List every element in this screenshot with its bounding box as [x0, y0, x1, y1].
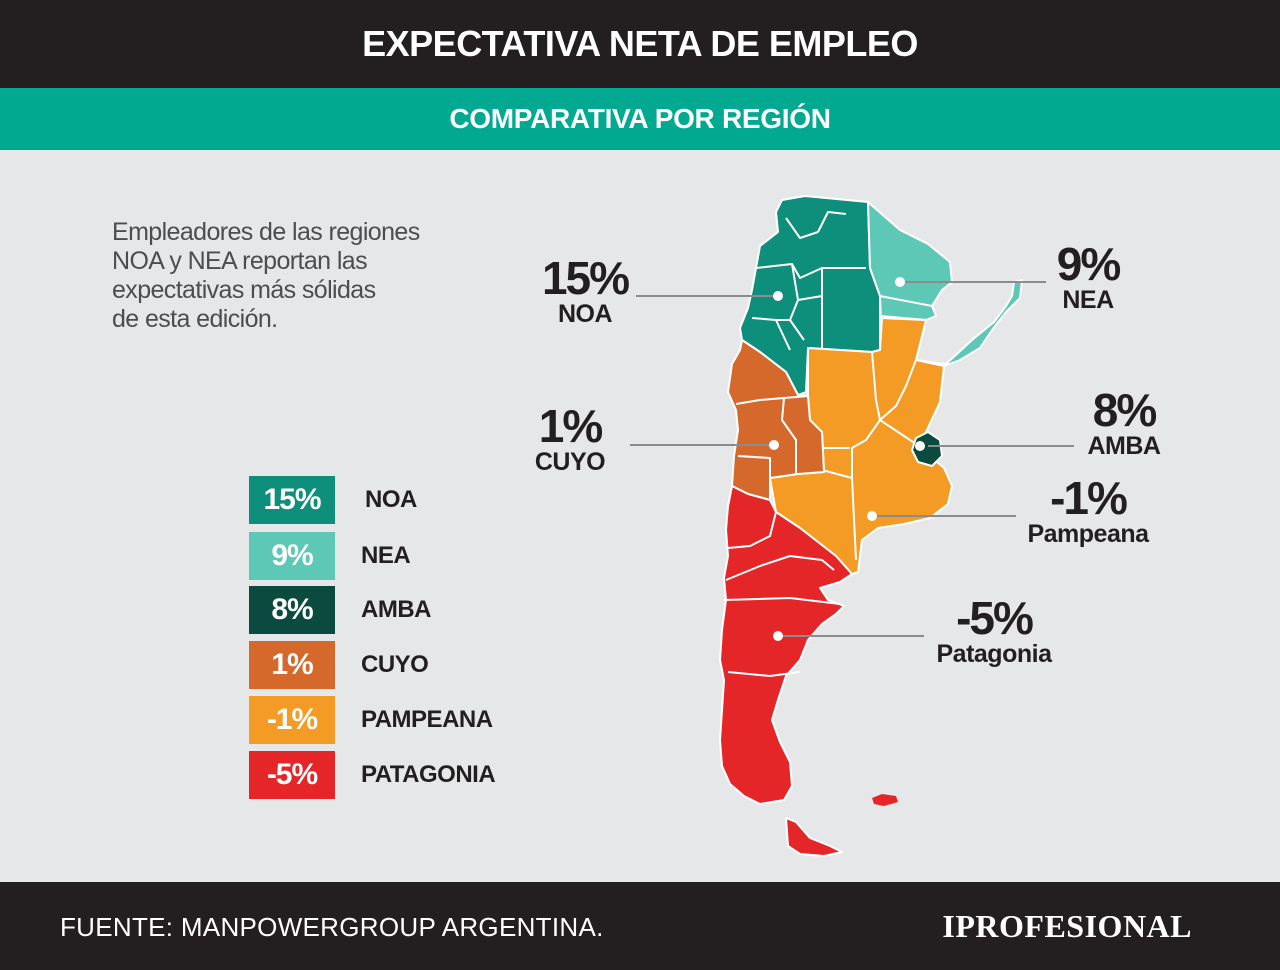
source-note: FUENTE: MANPOWERGROUP ARGENTINA.	[60, 912, 604, 942]
noa-province-lines	[751, 211, 866, 351]
intro-text: Empleadores de las regiones NOA y NEA re…	[112, 218, 442, 334]
patagonia-province-lines	[723, 511, 841, 677]
intro-line: NOA y NEA reportan las	[112, 247, 368, 275]
callout-value: -1%	[1050, 472, 1128, 524]
callout-label: Pampeana	[1027, 520, 1149, 548]
callout-value: 15%	[541, 252, 630, 304]
intro-line: de esta edición.	[112, 305, 278, 333]
callout-value: 8%	[1092, 384, 1157, 436]
legend-label: PAMPEANA	[361, 706, 493, 733]
callout-amba: 8% AMBA	[1078, 384, 1170, 460]
legend-item-pampeana: -1% PAMPEANA	[249, 696, 509, 744]
legend-item-noa: 15% NOA	[249, 476, 509, 524]
region-cuyo	[727, 339, 825, 501]
callout-label: AMBA	[1087, 432, 1162, 460]
legend-label: AMBA	[361, 596, 432, 623]
legend-label: CUYO	[361, 651, 429, 678]
callout-value: 9%	[1056, 238, 1121, 290]
location-dots	[769, 277, 925, 641]
callout-value: -5%	[956, 592, 1034, 644]
legend-swatch: 9%	[249, 532, 335, 580]
legend-item-cuyo: 1% CUYO	[249, 641, 509, 689]
callout-nea: 9% NEA	[1040, 238, 1136, 314]
iprofesional-logo: IPROFESIONAL	[942, 908, 1192, 944]
region-amba	[911, 431, 943, 467]
legend-label: NEA	[361, 542, 411, 569]
legend-item-patagonia: -5% PATAGONIA	[249, 751, 509, 799]
callout-pampeana: -1% Pampeana	[1024, 472, 1152, 548]
argentina-map	[630, 195, 1074, 857]
legend-swatch: -1%	[249, 696, 335, 744]
legend-swatch: -5%	[249, 751, 335, 799]
page-subtitle: COMPARATIVA POR REGIÓN	[449, 103, 831, 134]
callout-noa: 15% NOA	[528, 252, 642, 328]
callout-label: NEA	[1062, 286, 1114, 314]
legend-item-amba: 8% AMBA	[249, 586, 509, 634]
legend-item-nea: 9% NEA	[249, 532, 509, 580]
legend-label: NOA	[365, 486, 417, 513]
legend-swatch: 15%	[249, 476, 335, 524]
page-title: EXPECTATIVA NETA DE EMPLEO	[362, 23, 918, 64]
legend-swatch: 8%	[249, 586, 335, 634]
legend-swatch: 1%	[249, 641, 335, 689]
callout-label: Patagonia	[936, 640, 1052, 668]
leader-lines	[630, 281, 1074, 637]
intro-line: Empleadores de las regiones	[112, 218, 420, 246]
header-bar: EXPECTATIVA NETA DE EMPLEO	[0, 0, 1280, 88]
pampeana-province-lines	[821, 351, 917, 561]
callout-patagonia: -5% Patagonia	[934, 592, 1054, 668]
callout-label: NOA	[557, 300, 613, 328]
cuyo-province-lines	[735, 395, 809, 478]
callout-value: 1%	[538, 400, 603, 452]
region-tierra-del-fuego	[785, 817, 843, 857]
footer-bar: FUENTE: MANPOWERGROUP ARGENTINA. IPROFES…	[0, 882, 1280, 970]
region-islands	[872, 794, 898, 806]
intro-line: expectativas más sólidas	[112, 276, 376, 304]
callout-cuyo: 1% CUYO	[522, 400, 618, 476]
region-patagonia	[719, 485, 853, 805]
subheader-bar: COMPARATIVA POR REGIÓN	[0, 88, 1280, 150]
legend-label: PATAGONIA	[361, 761, 496, 788]
callout-label: CUYO	[534, 448, 606, 476]
